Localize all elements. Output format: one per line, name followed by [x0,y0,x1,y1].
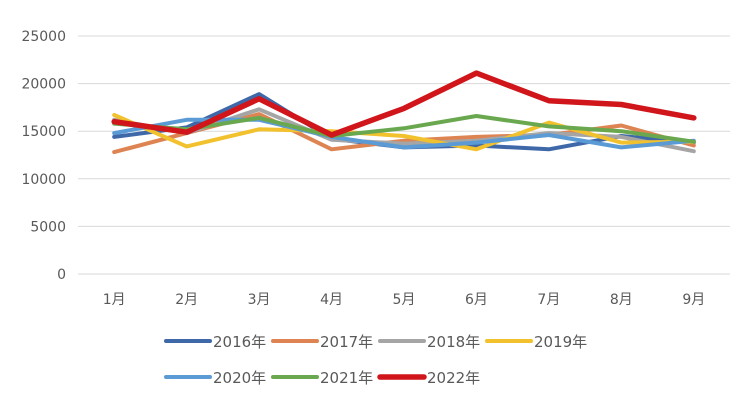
x-tick-label: 4月 [320,292,343,308]
x-tick-label: 8月 [610,292,633,308]
legend-label-2019年: 2019年 [534,333,587,351]
series-line-2021年 [112,114,696,144]
x-tick-label: 6月 [465,292,488,308]
legend-label-2017年: 2017年 [320,333,373,351]
y-tick-label: 25000 [21,29,66,45]
grid-lines [78,35,730,275]
y-tick-label: 10000 [21,172,66,188]
x-tick-label: 5月 [393,292,416,308]
x-tick-label: 9月 [682,292,705,308]
legend-label-2022年: 2022年 [427,369,480,387]
legend: 2016年 2017年 2018年 2019年 2020年 2021年 2022年 [164,333,587,387]
x-tick-label: 7月 [537,292,560,308]
x-tick-label: 1月 [103,292,126,308]
y-tick-label: 5000 [30,219,66,235]
series-line-2019年 [112,113,696,152]
legend-label-2020年: 2020年 [213,369,266,387]
series-line-2022年 [111,70,697,138]
y-axis: 0 5000 10000 15000 20000 25000 [21,29,66,283]
y-tick-label: 15000 [21,124,66,140]
series-group [111,70,697,155]
y-tick-label: 0 [57,267,66,283]
x-tick-label: 2月 [175,292,198,308]
legend-label-2018年: 2018年 [427,333,480,351]
x-axis: 1月 2月 3月 4月 5月 6月 7月 8月 9月 [103,292,705,308]
legend-label-2016年: 2016年 [213,333,266,351]
y-tick-label: 20000 [21,77,66,93]
legend-label-2021年: 2021年 [320,369,373,387]
x-tick-label: 3月 [248,292,271,308]
